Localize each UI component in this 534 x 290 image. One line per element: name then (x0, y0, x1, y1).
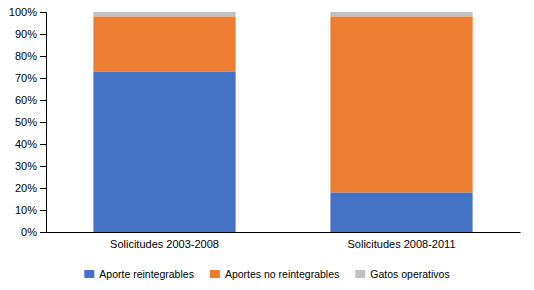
y-tick: 10% (15, 204, 46, 216)
legend-item: Aporte reintegrables (84, 268, 194, 280)
bar (93, 71, 235, 232)
axis-domain (40, 13, 47, 233)
bar-series (93, 12, 472, 16)
legend-label: Gatos operativos (370, 268, 449, 280)
tick-label: 80% (15, 50, 37, 62)
legend-item: Aportes no reintegrables (210, 268, 339, 280)
y-tick: 100% (9, 6, 46, 18)
tick-label: 60% (15, 94, 37, 106)
tick-label: 100% (9, 6, 37, 18)
y-tick: 70% (15, 72, 46, 84)
legend-label: Aportes no reintegrables (225, 268, 339, 280)
chart-svg: 0% 10% 20% 30% 40% 50% 60% 70% 80% 90% 100% Solicit… (0, 0, 534, 290)
legend-item: Gatos operativos (355, 268, 449, 280)
bar-series (93, 16, 472, 192)
legend-swatch (355, 270, 365, 278)
x-axis: Solicitudes 2003-2008 Solicitudes 2008-20… (47, 233, 521, 250)
x-tick: Solicitudes 2003-2008 (110, 238, 219, 250)
chart-container: 0% 10% 20% 30% 40% 50% 60% 70% 80% 90% 100% Solicit… (0, 0, 534, 290)
x-tick: Solicitudes 2008-2011 (347, 238, 455, 250)
bar (330, 12, 472, 16)
y-tick: 60% (15, 94, 46, 106)
tick-label: Solicitudes 2003-2008 (110, 238, 219, 250)
tick-label: 90% (15, 28, 37, 40)
tick-mark (40, 56, 46, 57)
bar (330, 192, 472, 232)
tick-label: 30% (15, 160, 37, 172)
y-tick: 50% (15, 116, 46, 128)
tick-mark (40, 34, 46, 35)
bar (330, 16, 472, 192)
legend-swatch (84, 270, 94, 278)
axis-domain (47, 232, 521, 233)
tick-label: 0% (21, 226, 37, 238)
tick-label: 20% (15, 182, 37, 194)
tick-label: 70% (15, 72, 37, 84)
tick-mark (40, 188, 46, 189)
tick-mark (40, 210, 46, 211)
tick-mark (40, 144, 46, 145)
bar (93, 12, 235, 16)
y-axis: 0% 10% 20% 30% 40% 50% 60% 70% 80% 90% 100% (9, 6, 47, 238)
y-tick: 40% (15, 138, 46, 150)
tick-mark (40, 78, 46, 79)
tick-mark (40, 166, 46, 167)
tick-mark (40, 100, 46, 101)
tick-label: 10% (15, 204, 37, 216)
legend-label: Aporte reintegrables (99, 268, 194, 280)
y-tick: 80% (15, 50, 46, 62)
plot-area: 0% 10% 20% 30% 40% 50% 60% 70% 80% 90% 100% Solicit… (9, 6, 521, 250)
tick-label: Solicitudes 2008-2011 (347, 238, 455, 250)
tick-mark (40, 12, 46, 13)
legend: Aporte reintegrables Aportes no reintegra… (84, 268, 449, 280)
y-tick: 0% (21, 226, 46, 238)
legend-swatch (210, 270, 220, 278)
tick-label: 40% (15, 138, 37, 150)
tick-mark (40, 122, 46, 123)
tick-mark (40, 232, 46, 233)
y-tick: 30% (15, 160, 46, 172)
bars (93, 12, 472, 232)
y-tick: 90% (15, 28, 46, 40)
tick-label: 50% (15, 116, 37, 128)
y-tick: 20% (15, 182, 46, 194)
bar (93, 16, 235, 71)
